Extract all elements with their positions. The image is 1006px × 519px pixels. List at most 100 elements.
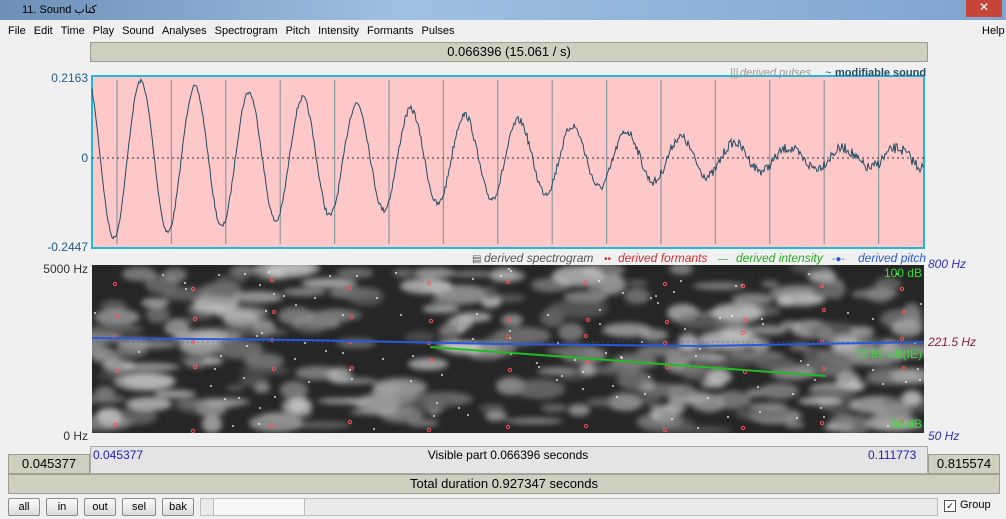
spectrogram-blob (430, 297, 480, 305)
formant-dot (742, 317, 748, 323)
scroll-thumb[interactable] (213, 499, 305, 515)
formant-dot (821, 366, 827, 372)
button[interactable]: bak (162, 498, 194, 516)
spectrogram-peak (599, 323, 601, 325)
close-button[interactable]: ✕ (966, 0, 1002, 17)
formant-dot (740, 283, 746, 289)
menu-item[interactable]: Sound (122, 25, 154, 37)
button[interactable]: out (84, 498, 116, 516)
group-checkbox[interactable]: ✓ (944, 500, 956, 512)
formant-dot (583, 333, 589, 339)
spectrogram-blob (126, 397, 172, 411)
spectrogram-peak (238, 397, 240, 399)
spectrogram-blob (713, 391, 751, 409)
menu-item[interactable]: Pitch (285, 25, 311, 37)
spectrogram-peak (410, 380, 412, 382)
spectrogram-blob (109, 348, 147, 358)
spectrogram-peak (605, 352, 607, 354)
spectrogram-peak (872, 318, 874, 320)
spectrogram-blob (541, 404, 567, 412)
formant-dot (190, 428, 196, 434)
spectrogram-blob (808, 386, 856, 398)
scrollbar[interactable] (200, 498, 938, 516)
spectrogram-blob (564, 291, 608, 303)
button[interactable]: sel (122, 498, 156, 516)
spectrogram-peak (500, 275, 502, 277)
menu-item[interactable]: Intensity (318, 25, 360, 37)
right-outer[interactable]: 0.815574 (928, 454, 1000, 474)
formant-dot (585, 317, 591, 323)
spectrogram-peak (256, 335, 258, 337)
spectrogram-peak (719, 317, 721, 319)
button[interactable]: in (46, 498, 78, 516)
spectrogram-blob (515, 379, 565, 399)
menu-item[interactable]: Analyses (161, 25, 207, 37)
spectrogram-peak (351, 378, 353, 380)
formant-dot (426, 427, 432, 433)
title-bar: 11. Sound كتاب ✕ (0, 0, 1006, 20)
spectrogram-blob (748, 403, 788, 409)
spectrogram-blob (456, 312, 492, 322)
spectrogram-blob (291, 421, 351, 429)
menu-item[interactable]: Play (92, 25, 115, 37)
intensity-cursor: 72.89 dB(IE) (855, 347, 922, 361)
visible-bar[interactable] (90, 446, 928, 474)
legend-mark: — (718, 254, 728, 265)
spectrogram-peak (412, 355, 414, 357)
spectrogram-blob (282, 288, 326, 296)
spectrogram-peak (697, 427, 699, 429)
spectrogram-peak (436, 402, 438, 404)
legend-pulses: derived pulses (740, 67, 811, 79)
spectrogram-peak (680, 280, 682, 282)
wave-zero: 0 (81, 151, 88, 165)
spectrogram-blob (761, 280, 779, 288)
formant-dot (114, 313, 120, 319)
legend-mark: ▤ (472, 254, 481, 265)
spectrogram-peak (699, 348, 701, 350)
left-outer[interactable]: 0.045377 (8, 454, 90, 474)
button[interactable]: all (8, 498, 40, 516)
spectrogram-peak (283, 295, 285, 297)
spectrogram-peak (582, 371, 584, 373)
menu-item[interactable]: Formants (367, 25, 414, 37)
menu-item[interactable]: Edit (33, 25, 53, 37)
spectrogram-blob (560, 375, 584, 381)
help-menu[interactable]: Help (982, 25, 1005, 37)
menu-item[interactable]: Spectrogram (214, 25, 278, 37)
formant-dot (428, 318, 434, 324)
formant-dot (347, 285, 353, 291)
spectrogram-peak (441, 374, 443, 376)
legend-sound: modifiable sound (835, 67, 926, 79)
menu-item[interactable]: Pulses (421, 25, 455, 37)
spectrogram-peak (314, 297, 316, 299)
spectrogram-peak (905, 381, 907, 383)
spectrogram-peak (759, 411, 761, 413)
spectrogram-peak (538, 366, 540, 368)
spectrogram-blob (114, 373, 174, 391)
spectrogram-peak (210, 385, 212, 387)
formant-dot (271, 309, 277, 315)
spectrogram-blob (146, 307, 170, 323)
formant-dot (114, 368, 120, 374)
spectrogram-blob (482, 286, 498, 300)
spectrogram-blob (640, 329, 668, 341)
spectrogram-peak (244, 273, 246, 275)
waveform-area[interactable] (91, 75, 925, 249)
spectrogram-peak (349, 369, 351, 371)
spectrogram-peak (94, 312, 96, 314)
menu-item[interactable]: Time (60, 25, 85, 37)
spectrogram-blob (348, 288, 384, 306)
total-duration[interactable]: Total duration 0.927347 seconds (8, 474, 1000, 494)
spectrogram-blob (891, 319, 923, 337)
spectrogram-blob (230, 265, 256, 277)
menu-item[interactable]: File (8, 25, 26, 37)
spectrogram-peak (268, 271, 270, 273)
formant-dot (662, 281, 668, 287)
spectrogram-peak (246, 345, 248, 347)
spectrogram-peak (735, 285, 737, 287)
spectrogram-blob (397, 384, 417, 404)
pitch-max: 800 Hz (928, 257, 966, 271)
top-bar[interactable]: 0.066396 (15.061 / s) (90, 42, 928, 62)
spectrogram-peak (872, 369, 874, 371)
formant-dot (347, 419, 353, 425)
